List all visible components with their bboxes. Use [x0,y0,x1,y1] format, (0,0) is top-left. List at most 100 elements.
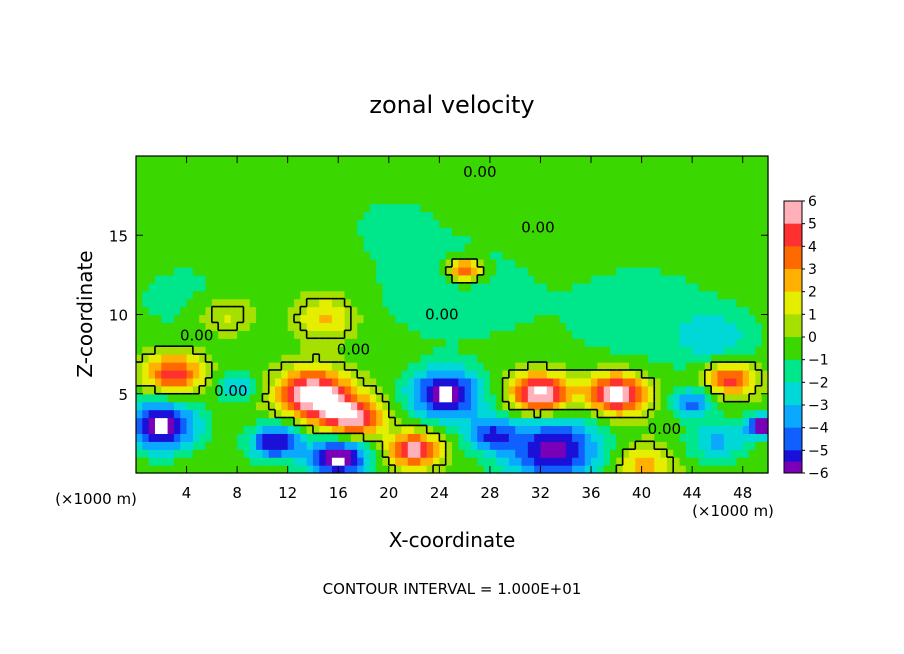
field-cell [496,338,504,347]
field-cell [628,465,636,474]
field-cell [420,235,428,244]
field-cell [319,219,327,228]
field-cell [565,282,573,292]
field-cell [534,433,542,442]
field-cell [439,235,447,244]
field-cell [736,449,744,458]
field-cell [331,298,339,308]
field-cell [376,377,384,387]
field-cell [350,362,358,371]
field-cell [407,290,415,300]
field-cell [711,449,719,458]
field-cell [470,362,478,371]
field-cell [584,338,592,347]
field-cell [685,203,693,213]
field-cell [698,425,706,434]
field-cell [742,409,750,419]
field-cell [407,195,415,205]
field-cell [433,156,440,165]
field-cell [508,362,516,371]
field-cell [173,433,181,442]
field-cell [319,314,327,324]
field-cell [205,235,213,244]
field-cell [540,433,548,442]
field-cell [407,385,415,395]
field-cell [243,409,251,419]
field-cell [256,433,263,442]
field-cell [401,449,409,458]
field-cell [654,330,662,339]
field-cell [319,330,327,339]
field-cell [401,417,409,427]
field-cell [584,259,592,268]
field-cell [515,457,523,466]
field-cell [559,163,567,173]
field-cell [666,314,674,324]
field-cell [603,457,611,466]
field-cell [635,465,643,474]
field-cell [508,259,516,268]
field-cell [622,377,630,387]
field-cell [344,457,352,466]
field-cell [679,425,687,434]
field-cell [205,330,213,339]
field-cell [477,338,485,347]
field-cell [698,338,706,347]
field-cell [761,346,769,355]
field-cell [477,156,485,165]
field-cell [331,338,339,347]
field-cell [331,235,339,244]
field-cell [521,338,529,347]
field-cell [591,156,598,165]
field-cell [464,282,472,292]
field-cell [136,433,143,442]
field-cell [717,369,725,379]
field-cell [591,259,598,268]
field-cell [369,187,377,197]
field-cell [445,330,453,339]
field-cell [635,235,643,244]
field-cell [306,441,314,450]
field-cell [591,346,598,355]
field-cell [161,425,169,434]
field-cell [622,227,630,236]
field-cell [312,417,320,427]
field-cell [148,377,156,387]
field-cell [192,409,200,419]
field-cell [584,243,592,252]
field-cell [540,266,548,276]
field-cell [230,219,238,228]
field-cell [338,259,346,268]
field-cell [237,187,245,197]
field-cell [224,457,232,466]
field-cell [603,322,611,331]
field-cell [692,314,700,324]
field-cell [654,433,662,442]
field-cell [420,417,428,427]
field-cell [167,156,175,165]
field-cell [458,235,466,244]
field-cell [742,266,750,276]
field-cell [616,314,624,324]
field-cell [407,369,415,379]
field-cell [173,425,181,434]
field-cell [249,290,257,300]
contour-interval-note: CONTOUR INTERVAL = 1.000E+01 [323,580,582,598]
field-cell [363,425,371,434]
field-cell [704,227,712,236]
field-cell [319,338,327,347]
field-cell [249,203,257,213]
field-cell [578,203,586,213]
field-cell [572,306,579,316]
field-cell [477,385,485,395]
field-cell [685,227,693,236]
field-cell [148,282,156,292]
field-cell [572,179,579,189]
field-cell [173,417,181,427]
field-cell [249,330,257,339]
field-cell [647,330,655,339]
field-cell [180,290,188,300]
field-cell [673,401,681,411]
field-cell [237,369,245,379]
field-cell [142,282,150,292]
